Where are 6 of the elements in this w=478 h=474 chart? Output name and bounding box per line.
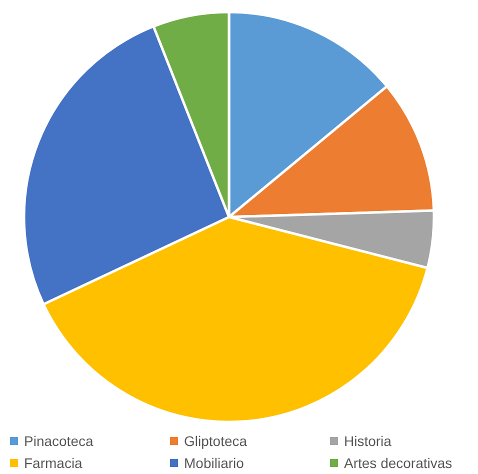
legend-label: Mobiliario <box>184 455 244 471</box>
legend-label: Farmacia <box>24 455 83 471</box>
legend-label: Gliptoteca <box>184 433 248 449</box>
legend-label: Pinacoteca <box>24 433 94 449</box>
legend-label: Artes decorativas <box>344 455 452 471</box>
legend-label: Historia <box>344 433 392 449</box>
